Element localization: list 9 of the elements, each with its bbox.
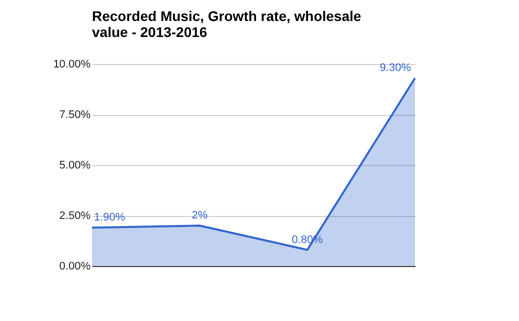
y-tick-label: 0.00% bbox=[59, 260, 91, 272]
y-tick-label: 7.50% bbox=[59, 109, 91, 121]
y-tick-label: 2.50% bbox=[59, 210, 91, 222]
y-tick-label: 10.00% bbox=[53, 58, 91, 70]
data-label: 1.90% bbox=[94, 212, 126, 224]
y-tick-label: 5.00% bbox=[59, 160, 91, 172]
chart-title: Recorded Music, Growth rate, wholesale value - 2013-2016 bbox=[92, 8, 362, 40]
data-label: 9.30% bbox=[380, 62, 412, 74]
data-label: 2% bbox=[192, 210, 208, 222]
